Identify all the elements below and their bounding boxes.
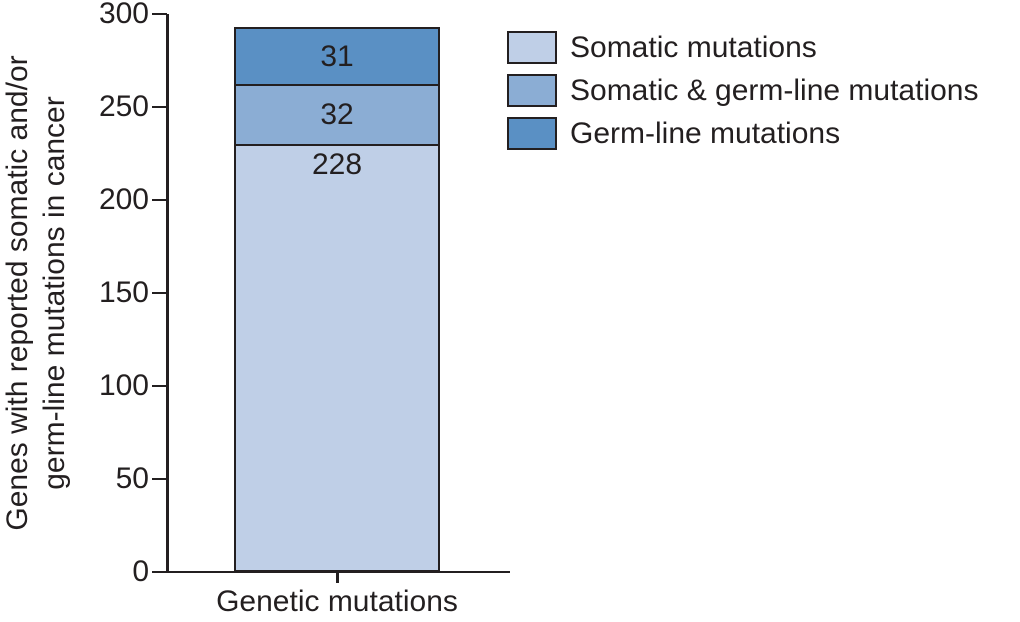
segment-value-label: 228 <box>311 147 363 181</box>
legend-item-somatic-and-germline-mutations: Somatic & germ-line mutations <box>507 74 979 107</box>
bar-segment-somatic-mutations: 228 <box>236 145 438 570</box>
legend: Somatic mutations Somatic & germ-line mu… <box>507 31 979 160</box>
y-tick-label: 100 <box>98 369 149 402</box>
stacked-bar: 31 32 228 <box>234 26 440 572</box>
legend-label: Somatic & germ-line mutations <box>570 74 979 107</box>
y-tick-label: 250 <box>98 90 149 123</box>
x-category-tick-mark <box>336 573 339 583</box>
y-tick-label: 50 <box>115 462 149 495</box>
legend-swatch-somatic-mutations <box>507 31 557 64</box>
y-tick-mark <box>152 198 167 202</box>
y-tick-mark <box>152 477 167 481</box>
legend-label: Germ-line mutations <box>570 117 841 150</box>
y-tick-mark <box>152 12 167 16</box>
y-tick-mark <box>152 291 167 295</box>
y-axis-line <box>166 14 169 572</box>
bar-segment-somatic-and-germline-mutations: 32 <box>236 86 438 146</box>
legend-item-germline-mutations: Germ-line mutations <box>507 117 979 150</box>
y-tick-mark <box>152 105 167 109</box>
y-tick-label: 0 <box>132 555 149 588</box>
y-tick-label: 150 <box>98 276 149 309</box>
segment-value-label: 32 <box>320 98 354 132</box>
legend-item-somatic-mutations: Somatic mutations <box>507 31 979 64</box>
bar-segment-germline-mutations: 31 <box>236 28 438 87</box>
legend-label: Somatic mutations <box>570 31 817 64</box>
y-tick-label: 300 <box>98 0 149 30</box>
y-tick-label: 200 <box>98 183 149 216</box>
legend-swatch-germline-mutations <box>507 117 557 150</box>
segment-value-label: 31 <box>320 39 354 73</box>
legend-swatch-somatic-and-germline-mutations <box>507 74 557 107</box>
x-axis-category-label: Genetic mutations <box>216 585 458 618</box>
y-tick-mark <box>152 384 167 388</box>
y-axis-title-line1: Genes with reported somatic and/or <box>1 55 34 531</box>
y-tick-mark <box>152 570 167 574</box>
